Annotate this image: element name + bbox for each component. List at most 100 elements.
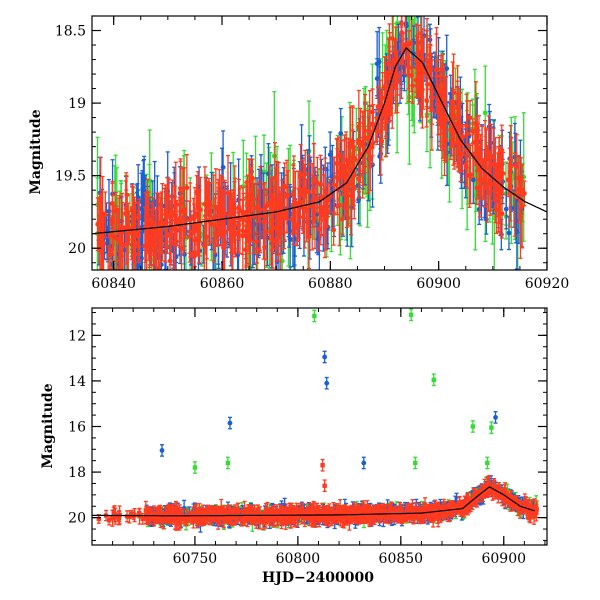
top-data-point	[468, 144, 473, 205]
top-data-point	[262, 221, 267, 270]
bottom-outlier-point	[225, 456, 231, 470]
bottom-data-point	[293, 509, 298, 528]
bottom-data-point	[275, 509, 280, 527]
top-x-tick-label: 60880	[308, 276, 353, 292]
top-data-point	[400, 32, 406, 66]
top-data-point	[386, 46, 392, 105]
top-data-point	[434, 60, 440, 92]
bottom-data-point	[455, 501, 461, 511]
top-data-point	[124, 175, 130, 215]
top-data-point	[236, 211, 242, 241]
top-data-point	[348, 156, 354, 236]
top-data-point	[383, 56, 389, 116]
top-data-point	[196, 190, 202, 217]
bottom-data-point	[514, 495, 519, 510]
bottom-y-tick-label: 14	[68, 374, 86, 390]
top-data-point	[167, 200, 173, 234]
bottom-outlier-point	[431, 373, 436, 387]
top-data-point	[282, 162, 288, 213]
top-x-tick-label: 60840	[91, 276, 136, 292]
top-data-point	[130, 186, 136, 258]
bottom-data-point	[221, 507, 226, 520]
top-data-point	[491, 127, 496, 202]
bottom-data-point	[376, 504, 381, 520]
bottom-data-point	[381, 507, 387, 518]
top-data-point	[300, 181, 306, 235]
bottom-x-tick-label: 60800	[276, 551, 321, 567]
bottom-data-point	[466, 492, 471, 510]
top-data-point	[187, 200, 193, 263]
bottom-data-point	[96, 514, 102, 524]
bottom-data-point	[390, 506, 396, 523]
top-data-point	[269, 210, 275, 251]
bottom-data-point	[471, 488, 477, 507]
top-data-point	[170, 179, 175, 246]
bottom-data-point	[449, 501, 454, 517]
bottom-y-tick-label: 12	[68, 328, 86, 344]
top-data-point	[294, 204, 300, 246]
bottom-data-point	[261, 510, 267, 524]
bottom-outlier-point	[493, 411, 498, 424]
bottom-data-point	[314, 502, 319, 520]
top-data-points	[95, 16, 527, 270]
top-data-point	[483, 127, 489, 176]
top-data-point	[278, 196, 284, 270]
top-data-point	[230, 198, 236, 270]
top-data-point	[311, 142, 317, 220]
bottom-outlier-point	[322, 479, 327, 493]
bottom-data-point	[144, 512, 149, 522]
top-data-point	[203, 176, 208, 255]
top-data-point	[455, 65, 461, 151]
top-data-point	[173, 161, 179, 246]
top-data-point	[285, 170, 291, 221]
top-data-point	[415, 33, 421, 91]
bottom-data-point	[229, 510, 234, 525]
top-data-point	[486, 115, 492, 196]
top-data-point	[120, 212, 126, 270]
top-data-point	[331, 156, 337, 213]
top-data-point	[451, 116, 457, 170]
top-data-point	[402, 16, 408, 75]
top-y-tick-label: 18.5	[55, 24, 86, 40]
bottom-outlier-point	[322, 350, 328, 364]
top-data-point	[164, 186, 170, 249]
bottom-y-tick-label: 18	[68, 465, 86, 481]
bottom-data-point	[151, 505, 157, 525]
bottom-outlier-point	[361, 456, 367, 470]
bottom-data-point	[289, 502, 294, 522]
bottom-data-point	[442, 501, 447, 517]
bottom-data-point	[396, 510, 401, 521]
bottom-data-point	[386, 503, 391, 520]
top-data-point	[467, 100, 473, 136]
top-data-point	[207, 182, 213, 224]
top-data-point	[116, 197, 122, 269]
top-data-point	[408, 16, 414, 78]
top-data-point	[227, 199, 233, 245]
bottom-data-point	[430, 507, 435, 518]
bottom-data-point	[534, 503, 539, 522]
bottom-data-point	[412, 507, 418, 524]
bottom-outlier-point	[312, 309, 317, 323]
bottom-data-point	[422, 502, 427, 517]
bottom-data-point	[462, 502, 468, 516]
bottom-outlier-point	[227, 416, 233, 430]
top-data-point	[302, 149, 308, 199]
bottom-outlier-point	[324, 376, 330, 390]
top-data-point	[350, 105, 355, 190]
bottom-data-point	[209, 505, 215, 525]
bottom-x-tick-label: 60900	[481, 551, 526, 567]
bottom-data-point	[340, 505, 346, 519]
top-data-point	[184, 153, 190, 222]
top-x-tick-label: 60860	[200, 276, 245, 292]
bottom-outlier-point	[192, 461, 198, 474]
bottom-data-point	[170, 513, 175, 523]
bottom-data-point	[331, 510, 337, 521]
top-data-point	[153, 215, 159, 270]
bottom-data-point	[169, 505, 174, 525]
bottom-data-point	[110, 509, 115, 527]
top-data-point	[479, 125, 485, 198]
bottom-data-point	[356, 506, 361, 520]
top-data-point	[267, 165, 273, 241]
top-data-point	[442, 113, 447, 177]
